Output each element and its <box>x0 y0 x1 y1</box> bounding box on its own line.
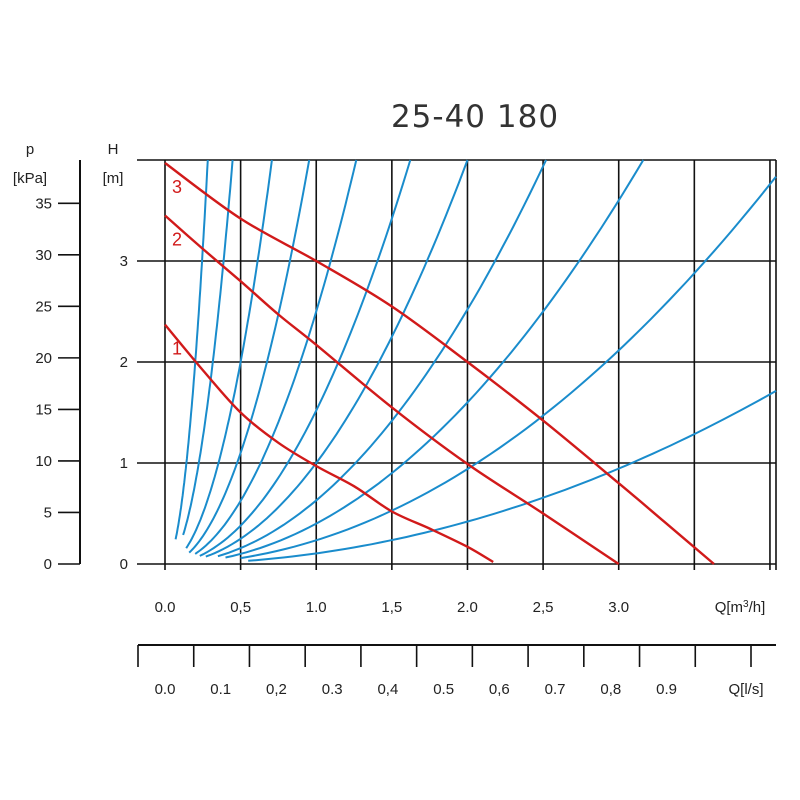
chart-title: 25-40 180 <box>391 99 559 135</box>
system-curve <box>199 159 412 557</box>
ls-tick-label: 0.5 <box>433 681 454 698</box>
p-axis-label: p <box>26 141 34 158</box>
pump-curve-3 <box>164 162 715 565</box>
system-curves <box>174 159 777 562</box>
ls-tick-label: 0.9 <box>656 681 677 698</box>
p-tick-label: 30 <box>35 247 52 264</box>
system-curve <box>182 159 234 536</box>
p-tick-label: 5 <box>44 504 52 521</box>
p-tick-label: 0 <box>44 556 52 573</box>
p-tick-label: 20 <box>35 350 52 367</box>
ls-tick-label: 0.3 <box>322 681 343 698</box>
pump-curve-label-3: 3 <box>172 177 182 197</box>
system-curve <box>240 175 777 560</box>
system-curve <box>185 159 273 549</box>
grid <box>137 159 777 570</box>
p-axis-unit: [kPa] <box>13 170 47 187</box>
system-curve <box>194 159 358 555</box>
ls-tick-label: 0,4 <box>377 681 398 698</box>
x-tick-label: 1,5 <box>381 599 402 616</box>
h-tick-label: 3 <box>120 253 128 270</box>
ls-tick-label: 0,6 <box>489 681 510 698</box>
ls-tick-label: 0.1 <box>210 681 231 698</box>
pump-curves: 1 2 3 <box>164 162 715 565</box>
x-axis-label-ls: Q[l/s] <box>728 681 763 698</box>
h-tick-label: 1 <box>120 455 128 472</box>
pump-curve-label-2: 2 <box>172 230 182 250</box>
system-curve <box>225 159 645 559</box>
p-tick-label: 25 <box>35 298 52 315</box>
h-tick-label: 0 <box>120 556 128 573</box>
system-curve <box>205 159 469 558</box>
pump-curve-label-1: 1 <box>172 339 182 359</box>
system-curve <box>217 159 548 558</box>
p-tick-label: 10 <box>35 453 52 470</box>
x-tick-label: 0,5 <box>230 599 251 616</box>
p-tick-label: 35 <box>35 195 52 212</box>
system-curve <box>188 159 311 554</box>
ls-tick-label: 0.7 <box>545 681 566 698</box>
system-curve <box>174 159 209 540</box>
h-axis-unit: [m] <box>103 170 124 187</box>
x-tick-label: 2,5 <box>533 599 554 616</box>
system-curve <box>248 390 777 562</box>
pump-curve-1 <box>164 323 494 564</box>
x-tick-label: 0.0 <box>155 599 176 616</box>
ls-tick-label: 0.0 <box>155 681 176 698</box>
h-axis-label: H <box>108 141 119 158</box>
x-tick-label: 1.0 <box>306 599 327 616</box>
p-tick-label: 15 <box>35 401 52 418</box>
x-axis-label-m3h: Q[m3/h] <box>715 599 766 617</box>
pump-curve-2 <box>164 214 620 565</box>
h-tick-label: 2 <box>120 354 128 371</box>
x-tick-label: 2.0 <box>457 599 478 616</box>
x-tick-label: 3.0 <box>608 599 629 616</box>
ls-tick-label: 0,2 <box>266 681 287 698</box>
ls-tick-label: 0,8 <box>600 681 621 698</box>
